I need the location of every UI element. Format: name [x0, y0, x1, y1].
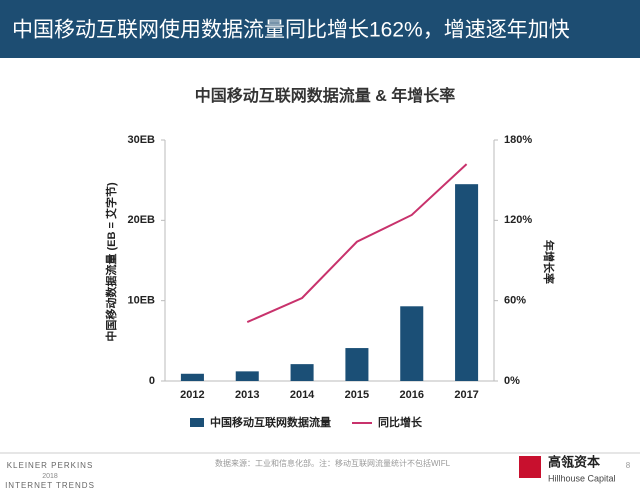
y-tick-label: 10EB — [127, 295, 155, 307]
footer-source: 数据来源：工业和信息化部。注：移动互联网流量统计不包括WIFL — [215, 458, 451, 468]
x-tick-label: 2014 — [290, 389, 315, 401]
bar — [290, 364, 314, 381]
page-number: 8 — [626, 461, 631, 470]
footer-brand: KLEINER PERKINS — [7, 461, 94, 470]
header-bar — [0, 0, 640, 58]
x-tick-label: 2012 — [180, 389, 204, 401]
y-tick-label: 30EB — [127, 134, 155, 146]
bar — [235, 371, 259, 381]
logo-en: Hillhouse Capital — [548, 473, 616, 483]
growth-line — [246, 163, 468, 324]
x-tick-label: 2013 — [235, 389, 259, 401]
bar — [180, 373, 204, 381]
footer-year: 2018 — [42, 473, 58, 480]
legend-label: 同比增长 — [378, 415, 423, 429]
legend-swatch — [190, 418, 204, 427]
x-tick-label: 2015 — [345, 389, 369, 401]
logo-mark — [519, 456, 541, 478]
bar — [455, 184, 479, 381]
y-tick-label: 0 — [149, 375, 155, 387]
logo-cn: 高瓴资本 — [548, 454, 600, 469]
bar — [345, 348, 369, 381]
y2-tick-label: 0% — [504, 375, 520, 387]
x-tick-label: 2017 — [454, 389, 478, 401]
y-axis-title: 中国移动数据流量 (EB = 艾字节) — [104, 182, 118, 342]
y2-axis-title: 年增长率 — [542, 240, 556, 284]
y2-tick-label: 60% — [504, 295, 526, 307]
y-tick-label: 20EB — [127, 214, 155, 226]
x-tick-label: 2016 — [400, 389, 424, 401]
slide-title: 中国移动互联网使用数据流量同比增长162%，增速逐年加快 — [12, 19, 570, 42]
y2-tick-label: 120% — [504, 214, 532, 226]
y2-tick-label: 180% — [504, 134, 532, 146]
legend-label: 中国移动互联网数据流量 — [210, 415, 331, 429]
bar — [400, 306, 424, 381]
footer-report: INTERNET TRENDS — [5, 481, 95, 490]
chart-title: 中国移动互联网数据流量 & 年增长率 — [195, 86, 455, 105]
